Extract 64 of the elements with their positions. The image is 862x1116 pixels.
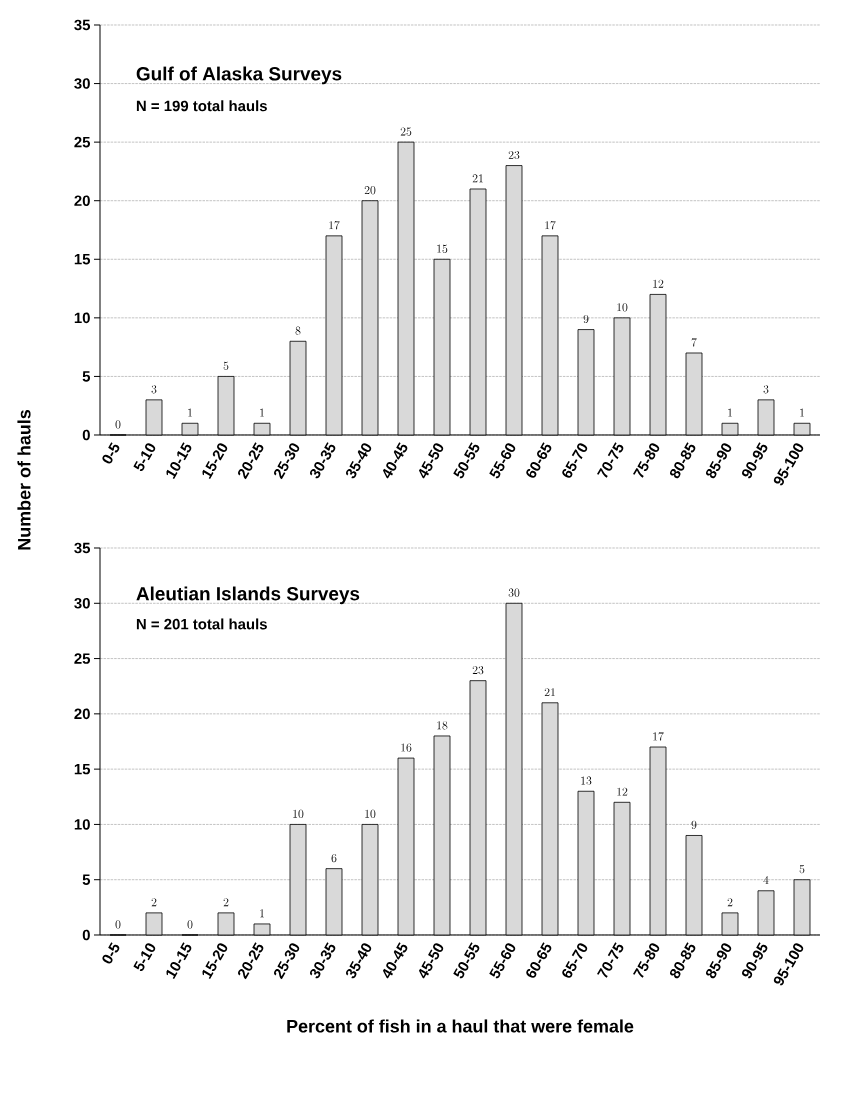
- data-label: 16: [401, 743, 412, 752]
- data-label: 12: [653, 279, 664, 288]
- data-label: 9: [691, 820, 697, 830]
- data-label: 5: [799, 865, 805, 874]
- y-tick-label: 30: [74, 597, 90, 609]
- data-label: 0: [115, 420, 121, 429]
- data-label: 5: [223, 361, 229, 370]
- data-label: 10: [617, 303, 628, 312]
- x-axis-title: Percent of fish in a haul that were female: [287, 1019, 634, 1033]
- y-tick-label: 20: [74, 195, 90, 206]
- annotation: N = 199 total hauls: [136, 100, 267, 112]
- data-label: 20: [364, 186, 376, 195]
- y-tick-label: 35: [74, 542, 91, 554]
- y-tick-label: 0: [82, 429, 90, 441]
- data-label: 18: [437, 721, 448, 730]
- y-tick-label: 20: [74, 708, 90, 720]
- data-label: 23: [472, 666, 484, 675]
- y-tick-label: 15: [74, 763, 91, 775]
- data-label: 3: [151, 385, 157, 394]
- y-tick-label: 10: [74, 819, 90, 830]
- data-label: 2: [727, 898, 733, 907]
- x-tick-label: 0-5: [102, 942, 120, 964]
- data-label: 8: [295, 326, 301, 335]
- y-axis-title: Number of hauls: [17, 410, 31, 550]
- y-tick-label: 10: [74, 312, 90, 324]
- data-label: 17: [329, 221, 340, 230]
- y-tick-label: 25: [74, 653, 91, 664]
- data-label: 4: [763, 875, 769, 885]
- data-label: 1: [260, 909, 264, 918]
- y-tick-label: 30: [74, 78, 90, 89]
- data-label: 1: [728, 408, 732, 417]
- y-tick-label: 5: [82, 874, 91, 885]
- data-label: 3: [763, 385, 769, 394]
- data-label: 21: [472, 174, 483, 183]
- data-label: 1: [800, 408, 804, 417]
- data-label: 21: [544, 688, 555, 697]
- data-label: 6: [331, 853, 337, 863]
- data-label: 17: [545, 221, 556, 230]
- data-label: 0: [187, 920, 193, 929]
- text: Aleutian Islands Surveys: [136, 586, 360, 605]
- data-label: 23: [508, 150, 520, 160]
- data-label: 13: [581, 776, 592, 785]
- data-label: 12: [617, 787, 628, 796]
- data-label: 30: [508, 588, 520, 597]
- data-label: 7: [691, 338, 697, 347]
- data-label: 2: [223, 898, 229, 907]
- y-tick-label: 35: [74, 19, 91, 31]
- data-label: 15: [437, 244, 448, 253]
- data-label: 10: [293, 809, 304, 818]
- y-tick-label: 15: [74, 254, 91, 265]
- data-label: 25: [400, 127, 412, 136]
- data-label: 9: [583, 314, 589, 324]
- x-tick-label: 0-5: [102, 442, 120, 464]
- data-label: 1: [260, 408, 264, 417]
- y-tick-label: 0: [82, 929, 90, 941]
- text: Gulf of Alaska Surveys: [136, 66, 342, 85]
- data-label: 0: [115, 920, 121, 929]
- annotation: N = 201 total hauls: [136, 618, 267, 630]
- data-label: 2: [151, 898, 157, 907]
- y-tick-label: 5: [82, 371, 91, 382]
- data-label: 10: [365, 809, 376, 818]
- data-label: 1: [188, 408, 192, 417]
- y-tick-label: 25: [74, 136, 91, 148]
- data-label: 17: [653, 732, 664, 741]
